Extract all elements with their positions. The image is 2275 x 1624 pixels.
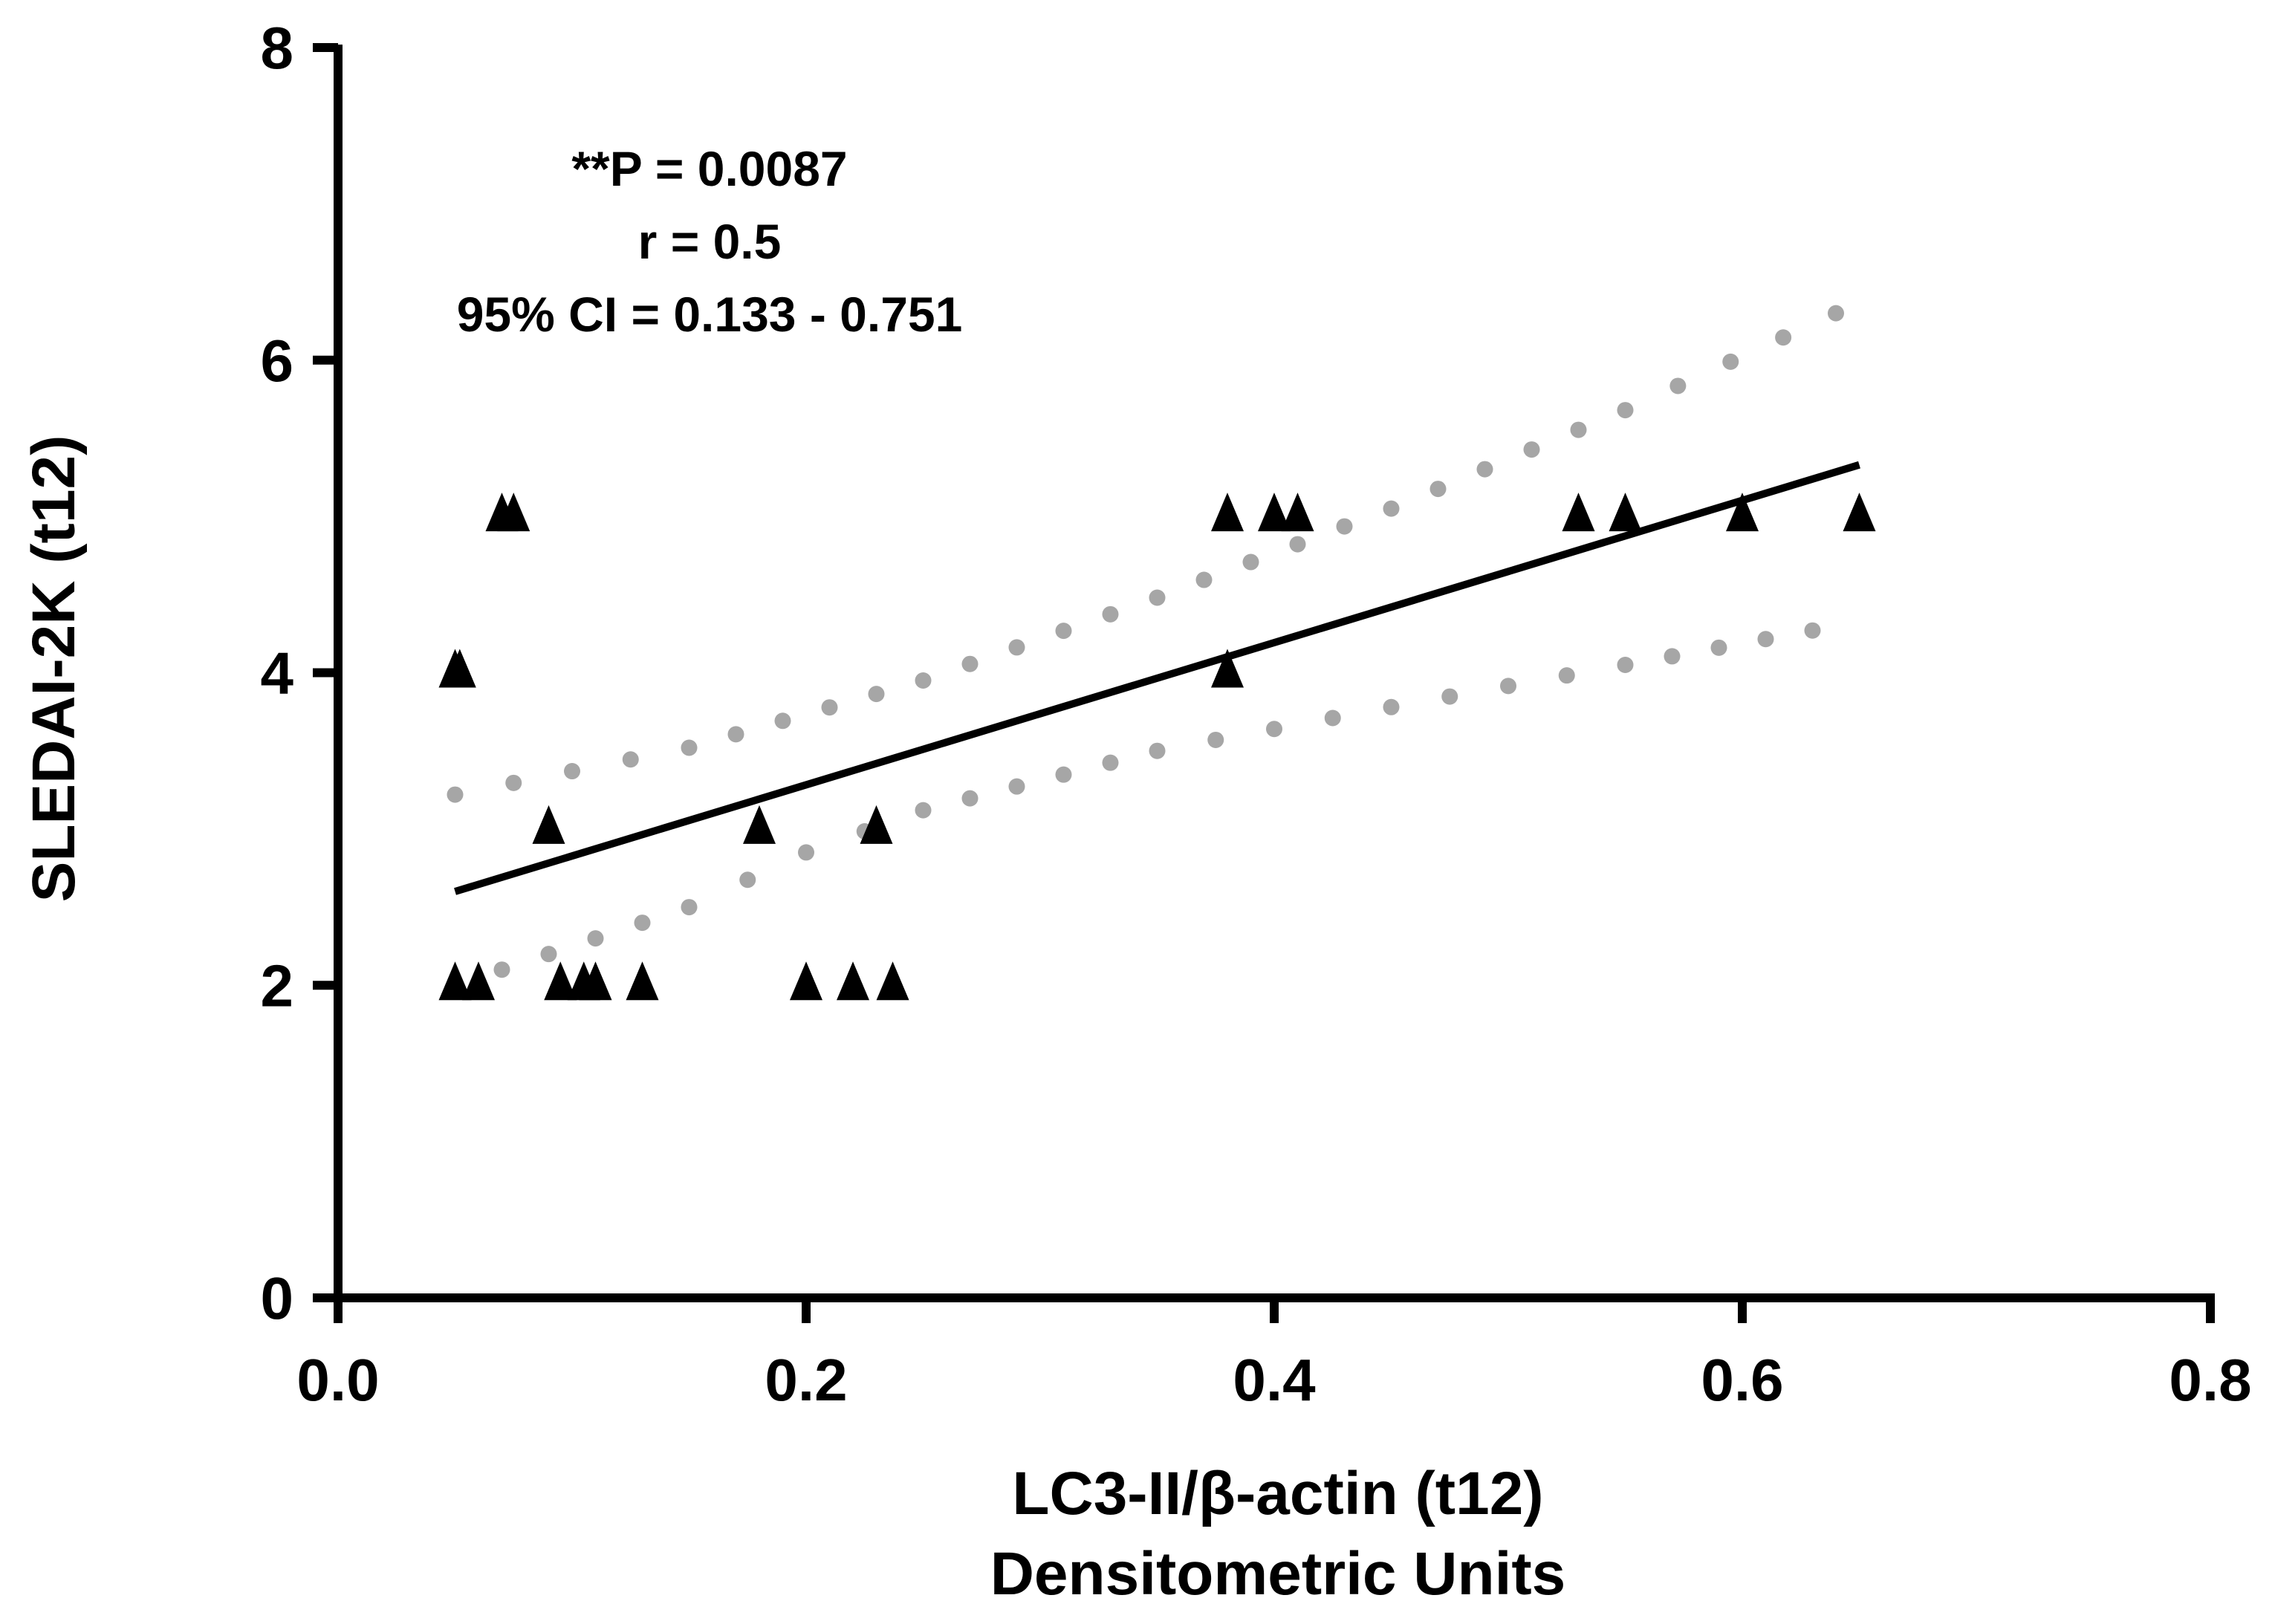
ci-dot [1558,667,1575,684]
ci-upper-band [447,305,1844,803]
data-point-triangle [860,805,893,844]
x-axis-title: LC3-II/β-actin (t12) [1012,1460,1543,1527]
ci-dot [1102,605,1119,623]
data-point-triangle [438,961,472,1001]
ci-dot [1207,731,1224,748]
y-tick-label: 2 [261,952,294,1019]
ci-dot [1828,305,1844,322]
ci-dot [868,686,885,703]
ci-dot [1336,518,1353,535]
ci-dot [1757,631,1774,648]
ci-dot [1441,688,1458,705]
data-point-triangle [1562,493,1595,532]
ci-dot [681,899,698,916]
ci-dot [1710,639,1727,656]
x-tick-label: 0.6 [1701,1347,1783,1413]
data-point-triangle [626,961,659,1001]
ci-dot [1500,678,1516,695]
ci-dot [961,790,979,807]
data-point-triangle [743,805,776,844]
x-tick-label: 0.8 [2169,1347,2251,1413]
data-point-triangle [497,493,530,532]
data-point-triangle [1609,493,1642,532]
data-point-triangle [532,805,565,844]
ci-dot [915,802,932,819]
data-point-triangle [1211,493,1244,532]
y-axis-ticks: 0 2 4 6 8 [261,15,338,1331]
x-axis-subtitle: Densitometric Units [990,1540,1566,1608]
data-point-triangle [876,961,909,1001]
ci-dot [1008,778,1025,795]
ci-dot [798,844,814,861]
ci-dot [1617,402,1634,419]
ci-dot [1055,766,1072,783]
x-tick-label: 0.0 [296,1347,379,1413]
data-point-triangle [462,961,495,1001]
data-point-triangle [1281,493,1314,532]
ci-dot [1008,639,1025,656]
ci-dot [1195,571,1213,588]
ci-dot [1266,721,1282,738]
ci-dot [1804,622,1821,639]
ci-dot [1383,698,1400,715]
ci-dot [1669,377,1687,394]
annotation-r-value: r = 0.5 [638,214,782,269]
ci-dot [505,774,522,791]
ci-dot [915,672,932,689]
ci-dot [1476,461,1493,478]
ci-dot [1102,754,1119,771]
annotation-ci: 95% CI = 0.133 - 0.751 [457,287,963,342]
y-tick-label: 4 [261,640,294,707]
ci-dot [540,946,557,963]
data-point-triangle [1726,493,1759,532]
ci-dot [447,786,464,803]
ci-dot [739,871,756,889]
x-axis-ticks: 0.0 0.2 0.4 0.6 0.8 [296,1298,2252,1413]
y-tick-label: 6 [261,328,294,394]
ci-dot [1523,441,1540,458]
data-point-triangle [1211,649,1244,688]
ci-dot [622,751,639,768]
ci-dot [774,712,791,730]
data-point-triangle [837,961,869,1001]
y-axis-title: SLEDAI-2K (t12) [20,435,88,903]
regression-line [454,461,1860,895]
data-point-triangle [1258,493,1291,532]
data-point-triangle [544,961,577,1001]
ci-dot [1429,481,1447,498]
data-point-triangle [790,961,822,1001]
x-tick-label: 0.2 [765,1347,847,1413]
annotation-p-value: **P = 0.0087 [571,141,847,196]
ci-dot [1242,553,1259,571]
ci-dot [1149,742,1166,759]
y-tick-label: 8 [261,15,294,81]
ci-dot [1383,500,1400,517]
ci-dot [1324,709,1341,727]
ci-dot [1149,589,1166,606]
ci-dot [1617,656,1634,673]
x-tick-label: 0.4 [1233,1347,1316,1413]
data-point-triangle [1843,493,1876,532]
ci-dot [961,655,979,672]
ci-dot [1664,648,1681,665]
ci-dot [1775,329,1792,346]
y-tick-label: 0 [261,1265,294,1331]
ci-dot [634,915,651,932]
ci-dot [1570,421,1587,438]
ci-dot [821,699,838,716]
ci-dot [681,739,698,756]
ci-dot [727,726,744,743]
data-point-triangle [579,961,612,1001]
ci-dot [1289,536,1306,553]
data-point-triangle [443,649,476,688]
ci-dot [587,930,604,947]
ci-dot [564,763,580,780]
ci-dot [493,961,510,978]
data-points [438,493,1876,1001]
ci-dot [1055,623,1072,640]
ci-dot [1722,353,1739,370]
